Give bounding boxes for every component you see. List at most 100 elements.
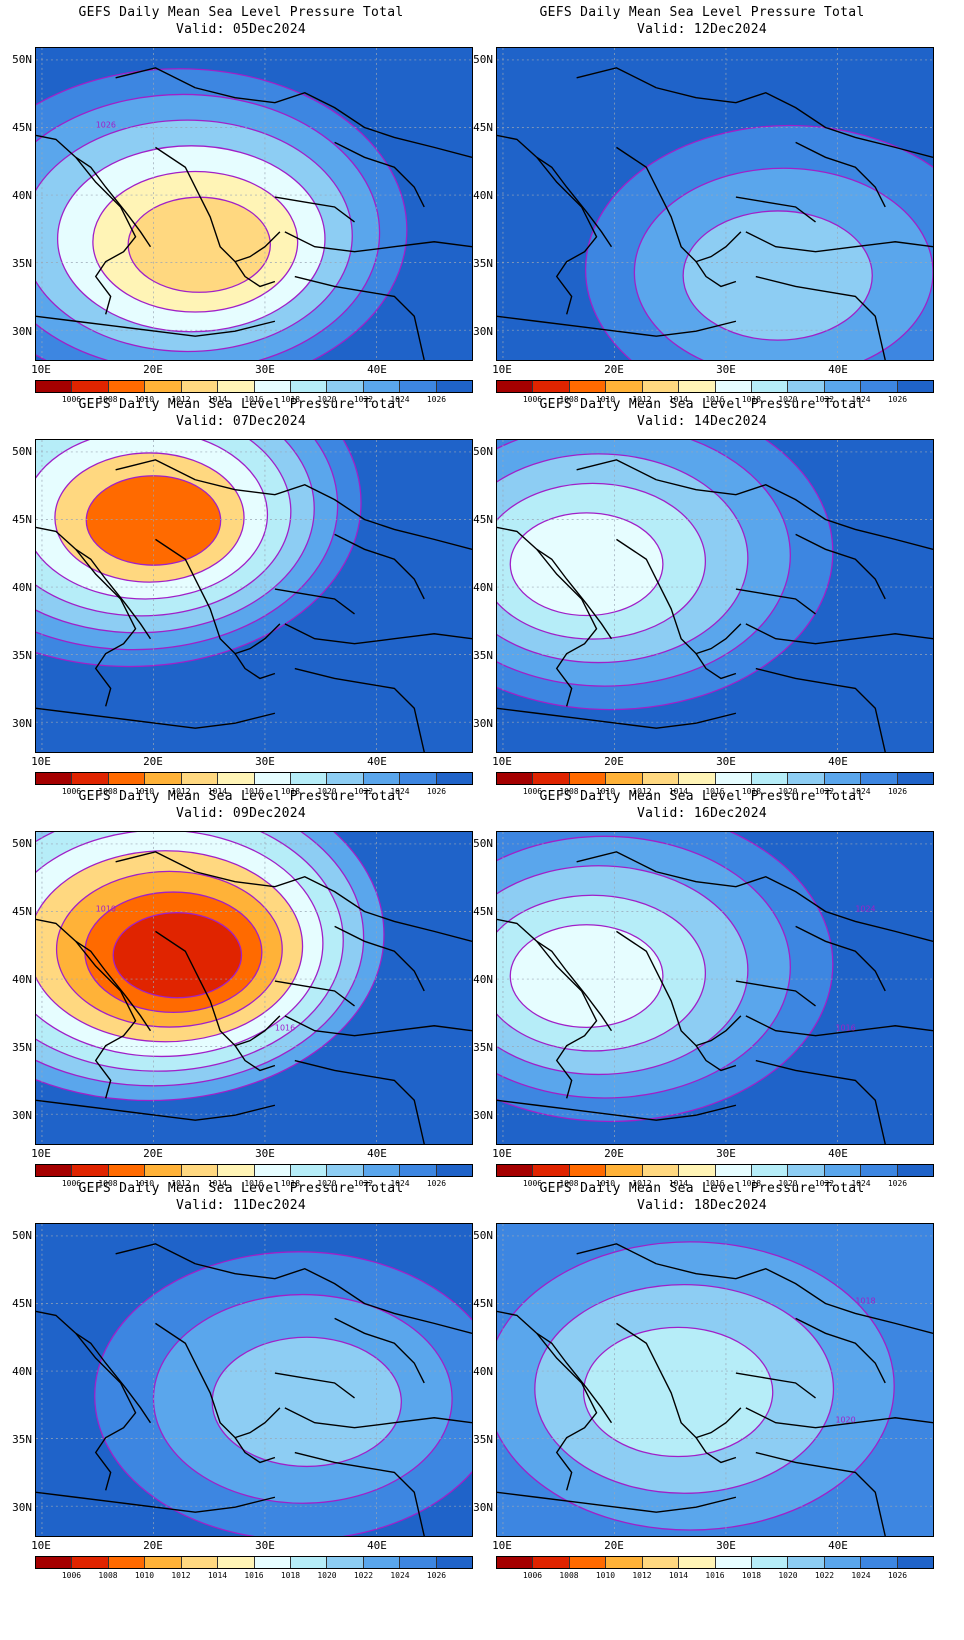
colorbar-swatch (145, 773, 182, 784)
coastline (735, 588, 816, 615)
longitude-label: 40E (828, 1147, 848, 1160)
latitude-label: 35N (12, 649, 32, 662)
latitude-label: 45N (473, 905, 493, 918)
pressure-contour (682, 210, 873, 341)
colorbar-swatch (606, 773, 643, 784)
colorbar-swatch (642, 773, 680, 784)
contour-label: 1010 (96, 904, 116, 913)
longitude-label: 10E (492, 1147, 512, 1160)
colorbar-swatch (824, 1557, 862, 1568)
colorbar-swatch (824, 773, 862, 784)
colorbar-swatch (606, 1165, 643, 1176)
latitude-label: 45N (473, 121, 493, 134)
coastline (195, 87, 472, 158)
colorbar-level-label: 1006 (522, 787, 543, 796)
coastline (745, 1015, 933, 1037)
panel-valid-date: Valid: 11Dec2024 (175, 1198, 307, 1213)
colorbar-swatch (436, 381, 473, 392)
colorbar-level-label: 1008 (98, 1571, 118, 1580)
latitude-label: 40N (12, 189, 32, 202)
colorbar-level-label: 1016 (705, 1179, 725, 1188)
coastline (735, 980, 816, 1007)
colorbar-swatch (327, 1557, 364, 1568)
pressure-contour (582, 1326, 774, 1458)
colorbar-swatch (327, 1165, 364, 1176)
colorbar-swatch (642, 381, 680, 392)
coastline (155, 538, 281, 655)
coastline (497, 134, 598, 315)
longitude-label: 40E (367, 363, 387, 376)
map-panel: GEFS Daily Mean Sea Level Pressure Total… (0, 0, 482, 410)
panel-title: GEFS Daily Mean Sea Level Pressure Total (539, 397, 865, 412)
colorbar-level-label: 1008 (559, 1571, 579, 1580)
colorbar-level-label: 1020 (778, 1571, 798, 1580)
coastline (576, 851, 657, 873)
colorbar-level-label: 1020 (317, 1179, 337, 1188)
coastline (745, 231, 933, 253)
colorbar-level-label: 1014 (668, 787, 689, 796)
colorbar-level-label: 1018 (741, 787, 762, 796)
coastline (497, 707, 737, 729)
panel-title: GEFS Daily Mean Sea Level Pressure Total (78, 1181, 404, 1196)
coastline (755, 275, 886, 360)
colorbar-level-label: 1016 (244, 1179, 264, 1188)
longitude-label: 30E (255, 363, 275, 376)
pressure-map (496, 439, 934, 753)
colorbar-swatch (290, 1557, 328, 1568)
colorbar-level-label: 1014 (668, 1179, 689, 1188)
coastline (536, 940, 613, 1032)
colorbar-swatch (751, 1557, 789, 1568)
panel-title: GEFS Daily Mean Sea Level Pressure Total (539, 789, 865, 804)
coastline (294, 1059, 425, 1144)
colorbar-level-label: 1006 (61, 1179, 82, 1188)
colorbar-swatch (363, 1557, 401, 1568)
colorbar-swatch (715, 1557, 752, 1568)
colorbar-swatch (72, 773, 109, 784)
panel-title: GEFS Daily Mean Sea Level Pressure Total (78, 397, 404, 412)
colorbar-level-label: 1026 (887, 787, 908, 796)
latitude-label: 45N (12, 513, 32, 526)
coastline (284, 623, 472, 645)
colorbar-level-label: 1014 (207, 787, 228, 796)
longitude-label: 20E (604, 1147, 624, 1160)
colorbar-swatch (145, 381, 182, 392)
latitude-label: 40N (12, 1365, 32, 1378)
colorbar-swatch (181, 773, 219, 784)
colorbar-swatch (897, 1557, 934, 1568)
pressure-map: 1026 (35, 47, 473, 361)
coastline (284, 1407, 472, 1429)
colorbar-level-label: 1026 (426, 1571, 447, 1580)
latitude-label: 35N (473, 1041, 493, 1054)
colorbar-level-label: 1024 (851, 1179, 871, 1188)
colorbar-swatch (254, 381, 291, 392)
latitude-label: 30N (12, 325, 32, 338)
colorbar-level-label: 1024 (851, 787, 871, 796)
colorbar-swatch (569, 1165, 607, 1176)
colorbar (496, 380, 934, 393)
latitude-label: 30N (473, 325, 493, 338)
colorbar-swatch (145, 1557, 182, 1568)
colorbar-swatch (533, 1165, 570, 1176)
latitude-label: 30N (12, 1501, 32, 1514)
colorbar-swatch (533, 1557, 570, 1568)
colorbar-swatch (72, 1165, 109, 1176)
panel-title: GEFS Daily Mean Sea Level Pressure Total (78, 789, 404, 804)
map-panel: GEFS Daily Mean Sea Level Pressure Total… (461, 1176, 943, 1586)
colorbar-level-label: 1008 (98, 395, 118, 404)
coastline (75, 1332, 152, 1424)
colorbar (496, 1164, 934, 1177)
coastline (294, 1451, 425, 1536)
colorbar-level-label: 1010 (134, 395, 155, 404)
colorbar-level-label: 1010 (595, 1179, 616, 1188)
colorbar-swatch (751, 381, 789, 392)
colorbar-swatch (533, 773, 570, 784)
map-panel: GEFS Daily Mean Sea Level Pressure Total… (0, 392, 482, 802)
colorbar-level-label: 1012 (171, 1571, 191, 1580)
coastline (497, 1099, 737, 1121)
colorbar-swatch (436, 1165, 473, 1176)
contour-label: 1026 (96, 120, 116, 129)
colorbar-swatch (36, 381, 73, 392)
colorbar-swatch (642, 1557, 680, 1568)
colorbar-level-label: 1022 (814, 395, 835, 404)
colorbar-level-label: 1012 (632, 1179, 652, 1188)
